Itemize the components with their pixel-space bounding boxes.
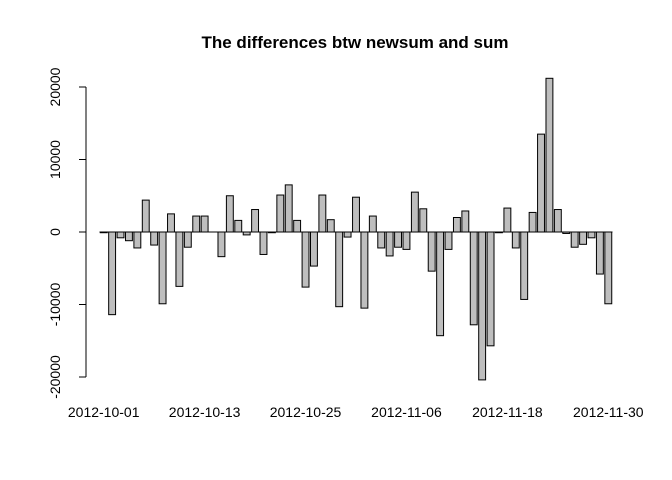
bar-21	[276, 194, 285, 233]
bar-60	[604, 231, 613, 305]
y-axis: -20000 -10000 0 10000 20000	[47, 67, 87, 399]
bar-27	[326, 219, 335, 233]
bar-39	[427, 231, 436, 272]
bar-9	[175, 231, 184, 287]
bar-59	[595, 231, 604, 275]
bar-38	[419, 208, 428, 233]
bar-15	[225, 195, 234, 233]
bar-40	[436, 231, 445, 337]
bar-56	[570, 231, 579, 248]
bar-20	[267, 231, 276, 234]
bar-6	[150, 231, 159, 246]
y-tick-label-4: 20000	[47, 67, 63, 106]
bar-25	[310, 231, 318, 267]
bar-41	[444, 231, 453, 250]
bars-group	[99, 77, 613, 381]
bar-34	[385, 231, 394, 257]
bar-57	[579, 231, 588, 245]
x-tick-label-1: 2012-10-13	[169, 404, 241, 420]
bar-22	[284, 184, 293, 233]
bar-55	[562, 231, 571, 234]
bar-52	[537, 133, 545, 233]
bar-49	[511, 231, 520, 249]
x-tick-label-4: 2012-11-18	[472, 404, 543, 420]
bar-53	[545, 77, 554, 233]
bar-45	[478, 231, 487, 381]
bar-5	[141, 199, 150, 233]
bar-51	[528, 211, 537, 233]
bar-17	[242, 231, 251, 236]
bar-36	[402, 231, 411, 250]
bar-35	[394, 231, 403, 248]
y-tick-label-2: 0	[47, 228, 63, 236]
bar-47	[495, 231, 503, 234]
bar-12	[200, 215, 209, 233]
bar-33	[377, 231, 386, 249]
y-tick-label-1: -10000	[47, 282, 63, 326]
bar-0	[99, 231, 108, 234]
bar-8	[167, 213, 175, 233]
x-tick-label-3: 2012-11-06	[371, 404, 442, 420]
bar-4	[133, 231, 142, 249]
x-tick-label-2: 2012-10-25	[270, 404, 342, 420]
bar-46	[486, 231, 495, 347]
x-axis: 2012-10-01 2012-10-13 2012-10-25 2012-11-06…	[68, 404, 644, 420]
bar-42	[452, 217, 461, 233]
bar-18	[251, 209, 260, 233]
bar-30	[352, 196, 360, 233]
y-tick-label-0: -20000	[47, 355, 63, 399]
bar-2	[116, 231, 125, 239]
y-tick-label-3: 10000	[47, 140, 63, 179]
bar-58	[587, 231, 596, 239]
bar-43	[461, 210, 470, 233]
bar-37	[410, 191, 419, 233]
bar-32	[368, 215, 377, 233]
bar-54	[553, 209, 562, 233]
x-tick-label-5: 2012-11-30	[573, 404, 644, 420]
bar-23	[293, 219, 302, 233]
bar-7	[158, 231, 167, 305]
bar-1	[108, 231, 117, 316]
bar-48	[503, 207, 512, 233]
bar-31	[360, 231, 369, 309]
bar-28	[335, 231, 344, 308]
bar-14	[217, 231, 226, 258]
bar-26	[318, 194, 327, 233]
bar-10	[183, 231, 192, 248]
bar-29	[343, 231, 352, 238]
chart-title: The differences btw newsum and sum	[201, 33, 508, 52]
bar-19	[259, 231, 268, 255]
x-tick-label-0: 2012-10-01	[68, 404, 140, 420]
bar-16	[234, 219, 243, 233]
bar-44	[469, 231, 478, 326]
bar-24	[301, 231, 310, 288]
bar-11	[192, 215, 201, 233]
bar-50	[520, 231, 529, 300]
bar-3	[124, 231, 133, 242]
